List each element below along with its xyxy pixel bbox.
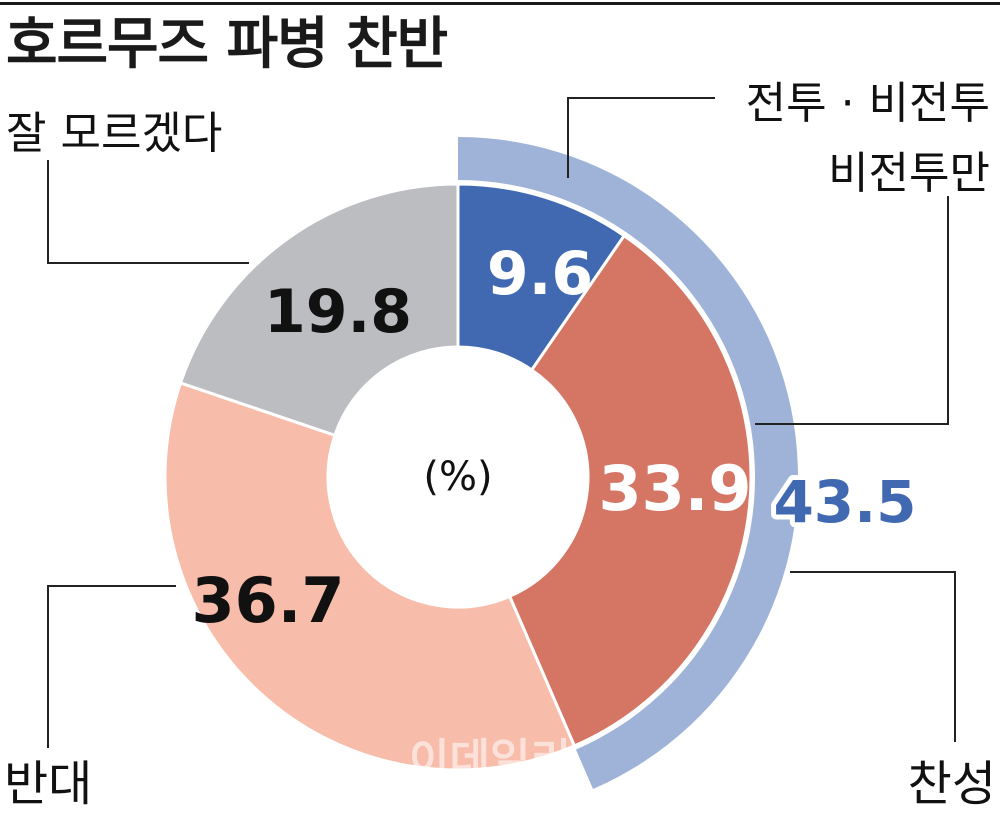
leader-line-oppose (47, 585, 176, 748)
chart-title: 호르무즈 파병 찬반 (6, 12, 448, 77)
leader-lines (47, 97, 956, 748)
value-label-dontknow: 19.8 (264, 277, 412, 347)
top-rule (0, 2, 1000, 5)
value-label-combat: 9.6 (487, 239, 593, 309)
category-label-dontknow: 잘 모르겠다 (6, 108, 222, 159)
category-label-noncombat: 비전투만 (828, 148, 990, 199)
value-label-oppose: 36.7 (192, 564, 345, 637)
watermark-text: 이데일리 (409, 735, 571, 786)
value-label-noncombat: 33.9 (599, 452, 752, 525)
category-label-chansung: 찬성 (908, 756, 996, 812)
category-label-combat: 전투 · 비전투 (746, 78, 990, 129)
leader-line-combat (567, 97, 715, 178)
slice-noncombat-only (507, 233, 753, 748)
leader-line-noncombat (755, 196, 949, 425)
category-label-oppose: 반대 (4, 756, 92, 812)
slice-dont-know (178, 182, 460, 438)
unit-label: (%) (423, 454, 492, 500)
group-value-label: 43.5 (773, 468, 916, 536)
group-arc-chansung (458, 137, 799, 790)
slice-oppose (163, 381, 577, 772)
leader-line-dontknow (47, 160, 249, 264)
leader-line-chansung (790, 571, 956, 742)
slices-group (163, 182, 753, 772)
